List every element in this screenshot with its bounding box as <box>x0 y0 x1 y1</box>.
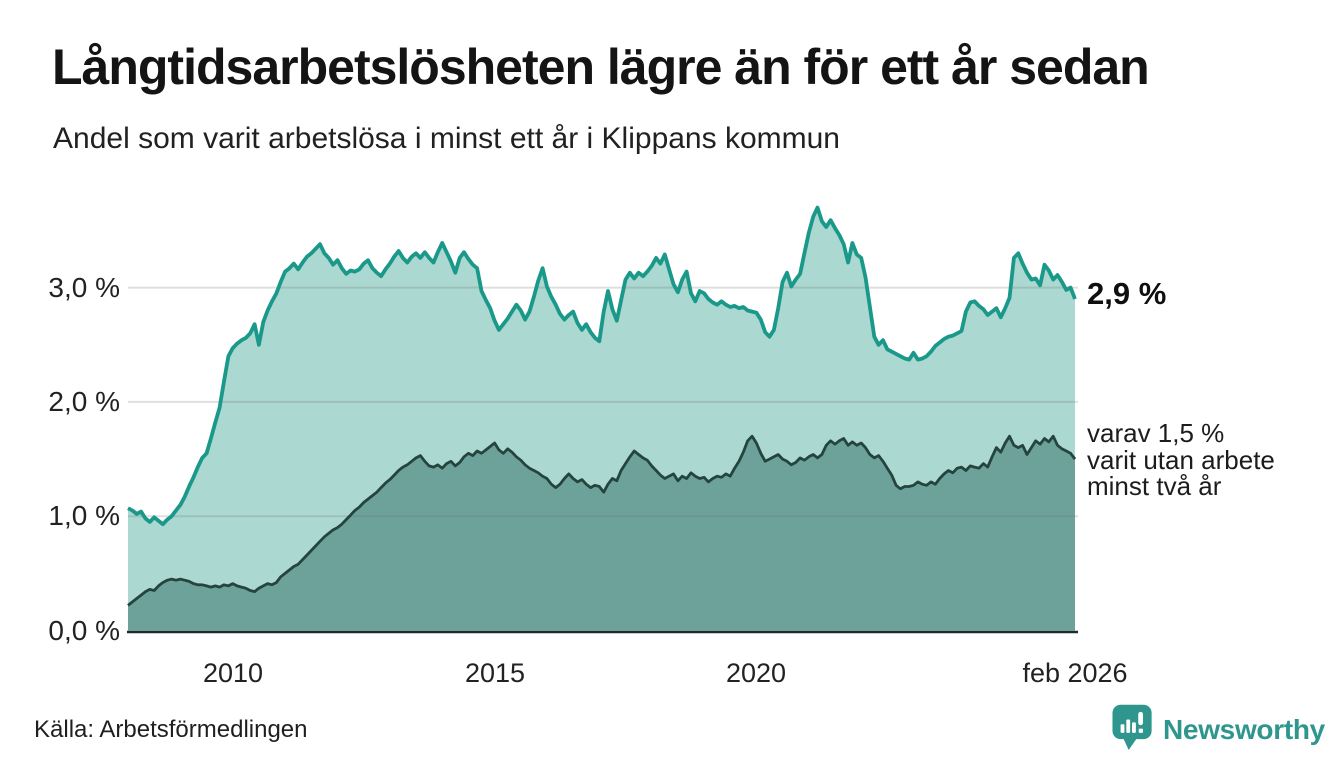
x-tick-label: 2020 <box>725 658 787 688</box>
end-value-label-total: 2,9 % <box>1087 276 1167 311</box>
end-value-label-two-years: varav 1,5 % varit utan arbete minst två … <box>1087 420 1275 500</box>
y-tick-label: 1,0 % <box>48 500 120 532</box>
x-tick-label: 2015 <box>464 658 526 688</box>
x-tick-label: 2010 <box>202 658 264 688</box>
logo-exclamation-dot-icon <box>1138 728 1144 733</box>
newsworthy-wordmark: Newsworthy <box>1163 714 1325 745</box>
end-label-line-3: minst två år <box>1087 471 1222 501</box>
page-subtitle: Andel som varit arbetslösa i minst ett å… <box>53 122 840 155</box>
line-minst-ett-ar <box>127 205 1077 527</box>
end-label-line-2: varit utan arbete <box>1087 444 1275 475</box>
source-note: Källa: Arbetsförmedlingen <box>34 716 308 743</box>
logo-bar-icon <box>1126 719 1131 733</box>
newsworthy-logo: Newsworthy <box>1112 703 1325 759</box>
area-fill-minst-tva-ar <box>128 436 1075 631</box>
end-label-line-1: varav 1,5 % <box>1087 418 1225 448</box>
page-title: Långtidsarbetslösheten lägre än för ett … <box>52 39 1150 95</box>
logo-bar-icon <box>1120 724 1125 733</box>
line-minst-tva-ar <box>127 434 1077 607</box>
y-tick-label: 3,0 % <box>48 271 120 303</box>
logo-exclamation-icon <box>1138 711 1144 726</box>
y-tick-label: 2,0 % <box>48 385 120 417</box>
x-tick-label: feb 2026 <box>1022 658 1128 688</box>
logo-bar-icon <box>1132 722 1136 733</box>
newsworthy-logo-icon <box>1112 704 1152 751</box>
y-tick-label: 0,0 % <box>48 614 120 646</box>
